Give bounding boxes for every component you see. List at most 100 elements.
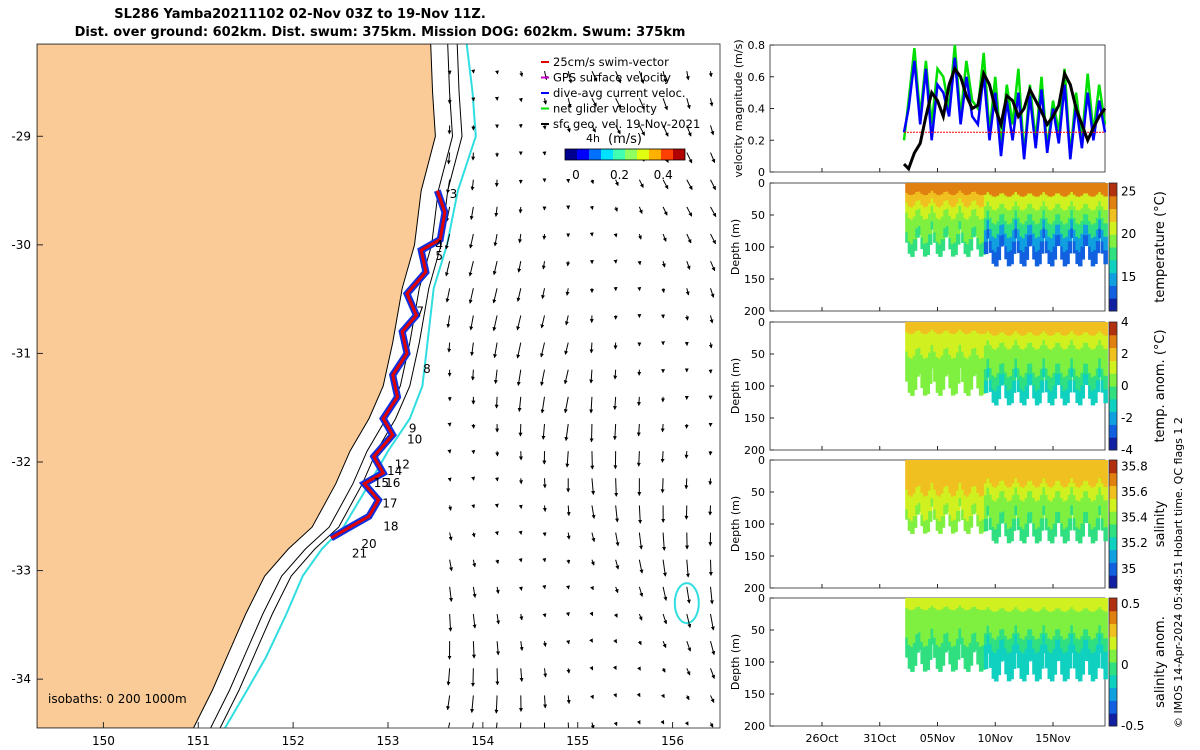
salinity_anom-cell [1044,632,1050,645]
temperature-cbar-cell [1109,247,1117,261]
salinity-cell [971,460,976,470]
temperature-cell [1044,183,1050,196]
salinity-cell [978,484,984,498]
velocity-arrow [494,396,499,409]
salinity_anom-cell [940,654,946,666]
salinity-cell [1070,460,1075,470]
salinity_anom-cell [1029,608,1035,620]
temp_anom-cell [907,380,913,393]
temperature-cell [935,194,941,207]
salinity-cell [1093,473,1098,488]
temp_anom-cell [940,333,946,345]
temperature-cell [1095,194,1101,207]
salinity-cell [1019,500,1024,515]
velocity-arrow [564,423,569,442]
salinity-cell [933,469,938,481]
salinity_anom-cell [1098,625,1103,635]
salinity-cell [971,504,976,515]
salinity_anom-cell [907,633,913,646]
salinity-cell [1042,496,1047,506]
salinity-cell [999,491,1004,503]
salinity-cell [910,472,915,485]
temp_anom-cell [1017,322,1022,335]
salinity_anom-cbar-cell [1109,700,1117,714]
temp_anom-cell [915,367,920,377]
salinity_anom-cell [973,606,979,616]
salinity_anom-cell [1095,621,1101,634]
salinity-cell [978,521,984,534]
salinity_anom-cell [989,621,994,634]
isobath-200 [210,44,454,728]
salinity-cell [920,492,925,505]
temp_anom-cell [1080,347,1085,361]
salinity-cell [910,521,915,534]
salinity_anom-cell [928,628,933,640]
colorbar-cell [661,149,673,160]
temperature-cell [986,228,991,239]
temp_anom-cell [912,367,918,379]
salinity_anom-cell [1090,598,1096,613]
temp_anom-cell [1052,385,1058,399]
salinity_anom-cell [981,657,986,670]
temperature-cell [996,234,1002,248]
temperature-cell [1057,224,1063,236]
temp_anom-cell [1032,372,1037,386]
salinity-cell [910,496,915,510]
temp_anom-cell [1100,357,1106,370]
salinity_anom-cell [935,656,941,669]
temp_anom-cell [1098,322,1103,332]
temperature-cell [1027,224,1032,236]
salinity_anom-cell [1022,667,1027,682]
salinity_anom-cell [953,657,958,670]
salinity_anom-cell [1004,661,1009,675]
temp_anom-cell [925,333,930,347]
salinity_anom-cell [999,629,1004,641]
velocity-arrow [638,125,645,136]
salinity_anom-cell [1029,649,1035,661]
temperature-cell [966,219,971,233]
temperature-cell [1039,229,1045,242]
salinity-cell [915,487,920,497]
temperature-cell [1009,236,1014,251]
salinity_anom-cell [938,598,943,611]
temperature-cell [999,204,1004,215]
velocity-arrow [591,125,596,133]
temperature-cell [1075,223,1080,238]
time-x-tick-label: 10Nov [978,732,1014,745]
temperature-cell [945,208,951,218]
temp_anom-cell [1098,349,1103,359]
salinity-cbar-cell [1109,472,1117,487]
salinity-cell [1011,518,1017,531]
salinity-cell [966,496,971,510]
salinity_anom-cell [1039,633,1045,646]
temperature-cell [968,239,974,251]
salinity-cell [1029,460,1035,471]
salinity_anom-cell [1055,629,1060,641]
temperature-cell [1004,246,1009,260]
salinity-cell [1062,487,1068,502]
velocity-arrow [591,505,596,519]
temp_anom-cell [994,349,999,364]
salinity_anom-cell [1080,648,1085,662]
salinity-cell [938,521,943,534]
velocity-arrow [637,640,642,646]
salinity-cell [920,503,925,516]
velocity-arrow [684,721,689,726]
velocity-arrow [662,559,667,577]
salinity-cell [930,490,936,499]
velocity-arrow [710,233,716,245]
salinity-cell [1019,460,1024,474]
temperature-cell [1044,206,1050,219]
temperature-cell [1050,196,1055,212]
velocity-arrow [589,638,593,643]
salinity_anom-cell [1103,651,1108,666]
temperature-cell [915,228,920,238]
temperature-cell [1080,195,1085,209]
temp_anom-cell [940,344,946,357]
temperature-cell [1019,183,1024,197]
salinity-cell [943,496,948,506]
temp_anom-cell [905,371,910,382]
temperature-cell [1095,217,1101,230]
salinity-cell [973,468,979,478]
velocity-arrow [661,668,666,673]
